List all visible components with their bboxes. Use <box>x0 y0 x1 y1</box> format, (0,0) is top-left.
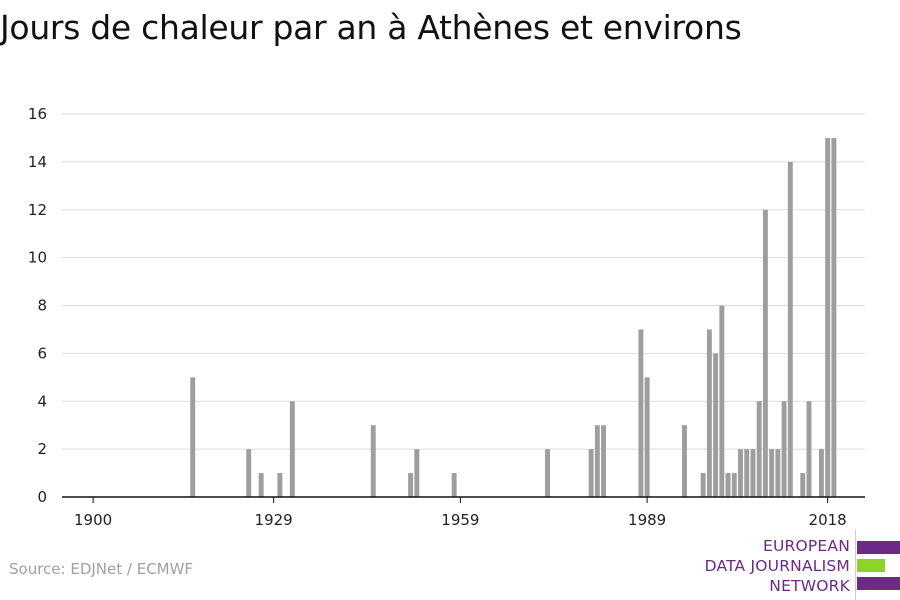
bar <box>451 473 457 497</box>
logo-purple-bar-top <box>857 541 900 554</box>
x-tick-label: 1900 <box>74 511 112 529</box>
bar <box>713 353 719 498</box>
bar <box>750 449 756 498</box>
edjn-logo[interactable]: EUROPEAN DATA JOURNALISM NETWORK <box>700 530 900 600</box>
logo-line-1: EUROPEAN <box>762 537 850 555</box>
bar <box>190 377 196 497</box>
bar <box>289 401 295 497</box>
bar <box>706 329 712 497</box>
y-tick-label: 14 <box>28 153 47 171</box>
bar <box>769 449 775 498</box>
y-tick-label: 12 <box>28 201 47 219</box>
x-tick-label: 2018 <box>809 511 847 529</box>
y-tick-label: 4 <box>37 392 47 410</box>
source-note: Source: EDJNet / ECMWF <box>9 560 194 578</box>
bar <box>700 473 706 497</box>
axes <box>62 496 865 503</box>
logo-line-2: DATA JOURNALISM <box>704 557 850 575</box>
bars <box>190 137 837 498</box>
bar <box>414 449 420 498</box>
bar <box>781 401 787 497</box>
bar <box>831 137 837 497</box>
y-tick-label: 2 <box>37 440 47 458</box>
y-tick-label: 0 <box>37 488 47 506</box>
tick-labels: 0 2 4 6 8 10 12 14 16 1900 1929 1959 1989 2018 <box>28 105 847 529</box>
bar <box>258 473 264 497</box>
bar <box>818 449 824 498</box>
bar <box>775 449 781 498</box>
logo-divider <box>855 530 856 600</box>
gridlines <box>62 113 865 450</box>
bar <box>408 473 414 497</box>
x-tick-label: 1929 <box>255 511 293 529</box>
bar <box>719 305 725 497</box>
y-tick-label: 16 <box>28 105 47 123</box>
bar <box>545 449 550 498</box>
bar <box>370 425 376 497</box>
bar <box>644 377 650 497</box>
bar <box>762 209 768 497</box>
bar <box>277 473 283 497</box>
bar <box>744 449 750 498</box>
y-tick-label: 8 <box>37 297 47 315</box>
bar <box>246 449 252 498</box>
bar <box>594 425 600 497</box>
logo-green-bar <box>857 559 885 572</box>
bar <box>806 401 812 497</box>
bar <box>601 425 607 497</box>
bar <box>638 329 644 497</box>
bar <box>731 473 737 497</box>
logo-line-3: NETWORK <box>769 577 850 595</box>
bar <box>756 401 762 497</box>
bar <box>787 161 793 498</box>
y-tick-label: 10 <box>28 249 47 267</box>
y-tick-label: 6 <box>37 344 47 362</box>
bar <box>825 137 831 497</box>
bar <box>588 449 594 498</box>
x-tick-label: 1959 <box>441 511 479 529</box>
x-tick-label: 1989 <box>628 511 666 529</box>
bar <box>682 425 687 497</box>
bar <box>738 449 743 498</box>
bar <box>725 473 731 497</box>
bar <box>800 473 806 497</box>
chart-title: Jours de chaleur par an à Athènes et env… <box>0 8 742 47</box>
logo-purple-bar-bottom <box>857 577 900 590</box>
